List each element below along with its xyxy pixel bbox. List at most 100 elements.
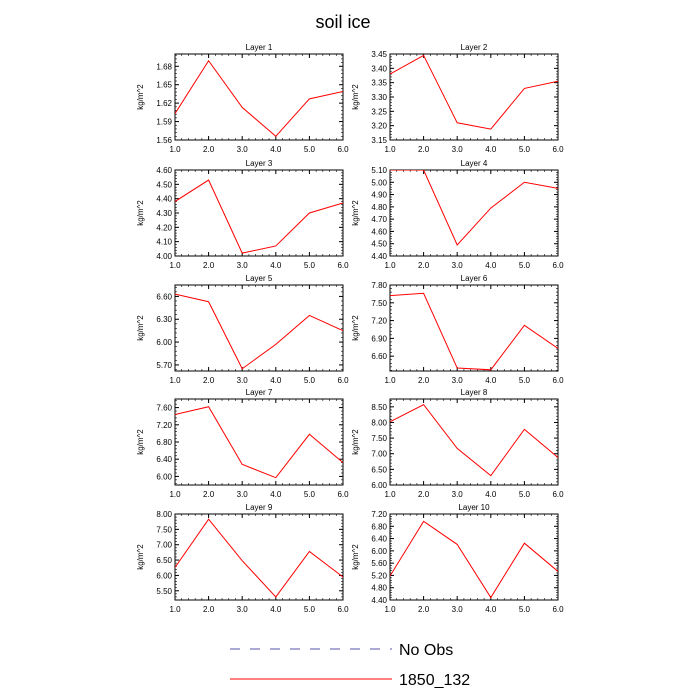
- y-axis-label: kg/m^2: [351, 544, 360, 570]
- y-tick-label: 6.60: [156, 292, 172, 301]
- y-tick-label: 1.62: [156, 99, 172, 108]
- x-tick-label: 3.0: [237, 490, 249, 499]
- y-tick-label: 6.40: [371, 535, 387, 544]
- plot-frame: [389, 513, 559, 601]
- x-tick-label: 6.0: [552, 605, 564, 614]
- x-tick-label: 4.0: [485, 605, 497, 614]
- y-tick-label: 6.90: [371, 334, 387, 343]
- y-tick-label: 6.80: [156, 438, 172, 447]
- panel-layer-6: Layer 6 6.60 6.90 7.20 7.50 7.80 1.0 2.0 3.0 4.0 5…: [351, 274, 564, 385]
- y-tick-label: 4.80: [371, 203, 387, 212]
- x-tick-label: 2.0: [418, 490, 430, 499]
- y-axis-label: kg/m^2: [136, 429, 145, 455]
- plot-frame: [174, 169, 344, 257]
- series-line-1850-132: [390, 292, 558, 371]
- y-tick-label: 6.80: [371, 522, 387, 531]
- figure-title: soil ice: [315, 12, 370, 32]
- x-tick-label: 5.0: [304, 261, 316, 270]
- y-tick-label: 8.00: [371, 418, 387, 427]
- y-axis-label: kg/m^2: [351, 84, 360, 110]
- x-tick-label: 3.0: [452, 376, 464, 385]
- x-tick-label: 3.0: [452, 490, 464, 499]
- y-tick-label: 5.50: [156, 587, 172, 596]
- panel-title: Layer 2: [461, 43, 488, 52]
- y-tick-label: 1.65: [156, 81, 172, 90]
- x-tick-label: 2.0: [203, 376, 215, 385]
- y-tick-label: 4.80: [371, 584, 387, 593]
- y-axis-label: kg/m^2: [136, 84, 145, 110]
- y-tick-label: 7.50: [156, 525, 172, 534]
- x-tick-label: 4.0: [485, 145, 497, 154]
- y-tick-label: 4.40: [371, 252, 387, 261]
- x-tick-label: 4.0: [270, 261, 282, 270]
- y-tick-label: 4.40: [156, 195, 172, 204]
- y-tick-label: 4.70: [371, 215, 387, 224]
- x-tick-label: 6.0: [552, 261, 564, 270]
- legend: No Obs 1850_132: [230, 642, 470, 689]
- panel-title: Layer 1: [246, 43, 273, 52]
- x-tick-label: 6.0: [552, 376, 564, 385]
- y-tick-label: 3.35: [371, 79, 387, 88]
- y-tick-label: 7.00: [156, 541, 172, 550]
- panel-title: Layer 7: [246, 388, 273, 397]
- series-line-1850-132: [175, 518, 343, 598]
- y-axis-label: kg/m^2: [136, 544, 145, 570]
- x-tick-label: 5.0: [519, 261, 531, 270]
- x-tick-label: 6.0: [552, 145, 564, 154]
- x-tick-label: 3.0: [237, 145, 249, 154]
- x-tick-label: 1.0: [169, 261, 181, 270]
- y-tick-label: 3.30: [371, 93, 387, 102]
- panel-title: Layer 8: [461, 388, 488, 397]
- y-tick-label: 4.30: [156, 209, 172, 218]
- x-tick-label: 2.0: [418, 376, 430, 385]
- y-axis-label: kg/m^2: [136, 200, 145, 226]
- series-line-1850-132: [175, 406, 343, 479]
- x-tick-label: 4.0: [270, 490, 282, 499]
- x-tick-label: 1.0: [384, 376, 396, 385]
- x-tick-label: 1.0: [384, 261, 396, 270]
- x-tick-label: 6.0: [337, 376, 349, 385]
- y-tick-label: 8.00: [156, 510, 172, 519]
- y-tick-label: 7.50: [371, 434, 387, 443]
- y-tick-label: 5.10: [371, 166, 387, 175]
- panel-layer-9: Layer 9 5.50 6.00 6.50 7.00 7.50 8.00 1.0 2.0 3.0…: [136, 503, 349, 614]
- y-tick-label: 7.80: [371, 281, 387, 290]
- x-tick-label: 1.0: [169, 490, 181, 499]
- x-tick-label: 3.0: [452, 261, 464, 270]
- series-line-1850-132: [175, 59, 343, 138]
- y-tick-label: 6.60: [371, 352, 387, 361]
- y-tick-label: 4.50: [371, 240, 387, 249]
- x-tick-label: 5.0: [304, 376, 316, 385]
- y-axis-label: kg/m^2: [351, 200, 360, 226]
- panel-layer-5: Layer 5 5.70 6.00 6.30 6.60 1.0 2.0 3.0 4.0 5.0 6.…: [136, 274, 349, 385]
- y-tick-label: 7.20: [371, 510, 387, 519]
- y-axis-label: kg/m^2: [136, 315, 145, 341]
- x-tick-label: 6.0: [552, 490, 564, 499]
- y-tick-label: 3.15: [371, 136, 387, 145]
- panel-layer-7: Layer 7 6.00 6.40 6.80 7.20 7.60 1.0 2.0 3.0 4.0 5…: [136, 388, 349, 499]
- y-tick-label: 4.90: [371, 191, 387, 200]
- y-tick-label: 6.30: [156, 315, 172, 324]
- x-tick-label: 2.0: [418, 261, 430, 270]
- x-tick-label: 2.0: [203, 605, 215, 614]
- x-tick-label: 2.0: [203, 145, 215, 154]
- x-tick-label: 5.0: [519, 605, 531, 614]
- legend-1850-132-label: 1850_132: [399, 672, 470, 689]
- x-tick-label: 1.0: [169, 145, 181, 154]
- panel-layer-2: Layer 2 3.15 3.20 3.25 3.30 3.35 3.40 3.45 1.0 2.…: [351, 43, 564, 154]
- x-tick-label: 5.0: [304, 605, 316, 614]
- y-tick-label: 5.00: [371, 178, 387, 187]
- panel-layer-1: Layer 1 1.56 1.59 1.62 1.65 1.68 1.0 2.0 3.0 4.0 5…: [136, 43, 349, 154]
- x-tick-label: 4.0: [270, 145, 282, 154]
- y-tick-label: 4.60: [371, 227, 387, 236]
- x-tick-label: 5.0: [304, 490, 316, 499]
- plot-frame: [389, 398, 559, 486]
- y-tick-label: 7.20: [156, 421, 172, 430]
- plot-frame: [174, 513, 344, 601]
- y-tick-label: 3.20: [371, 122, 387, 131]
- panel-layer-10: Layer 10 4.40 4.80 5.20 5.60 6.00 6.40 6.80 7.20…: [351, 503, 564, 614]
- plot-frame: [174, 53, 344, 141]
- y-tick-label: 3.45: [371, 50, 387, 59]
- y-tick-label: 6.00: [156, 472, 172, 481]
